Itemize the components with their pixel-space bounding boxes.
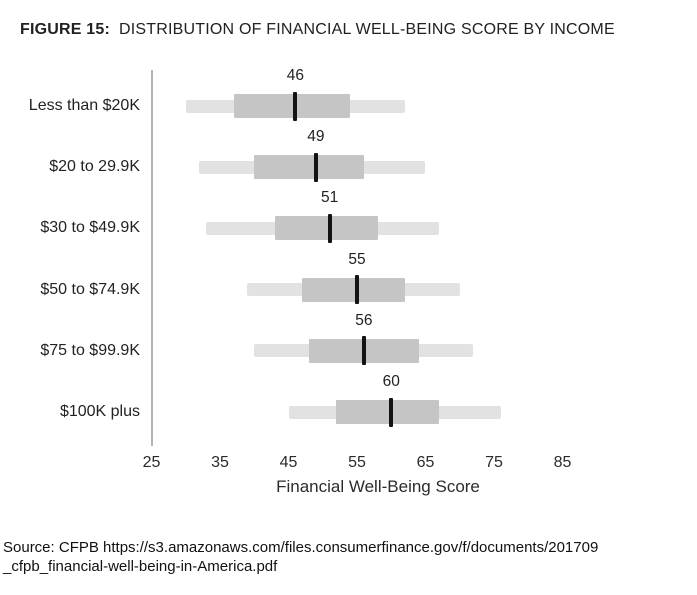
median-value-label: 55 <box>348 250 366 268</box>
category-label: $20 to 29.9K <box>49 158 140 176</box>
median-line <box>355 275 359 305</box>
source-text: Source: CFPB https://s3.amazonaws.com/fi… <box>3 538 693 576</box>
source-line-2: _cfpb_financial-well-being-in-America.pd… <box>3 558 278 575</box>
figure-title-text: DISTRIBUTION OF FINANCIAL WELL-BEING SCO… <box>119 21 615 38</box>
boxplot-chart: Financial Well-Being Score Less than $20… <box>28 67 572 496</box>
category-label: $30 to $49.9K <box>40 219 140 237</box>
x-tick-label: 45 <box>279 454 298 471</box>
x-tick-label: 25 <box>142 454 161 471</box>
category-label: $75 to $99.9K <box>40 341 140 359</box>
source-line-1: Source: CFPB https://s3.amazonaws.com/fi… <box>3 539 599 556</box>
median-line <box>361 336 366 366</box>
x-tick-label: 75 <box>485 454 503 471</box>
interquartile-box <box>302 277 405 302</box>
median-line <box>293 91 298 121</box>
median-line <box>327 213 332 243</box>
median-value-label: 51 <box>320 189 339 207</box>
x-tick-label: 35 <box>211 454 229 471</box>
y-axis-line <box>151 70 153 446</box>
figure-number-label: FIGURE 15: <box>20 21 111 38</box>
interquartile-box <box>254 155 364 180</box>
category-label: $50 to $74.9K <box>40 280 140 298</box>
x-tick-label: 65 <box>416 454 435 471</box>
x-tick-label: 55 <box>348 454 366 471</box>
x-tick-label: 85 <box>553 454 572 471</box>
category-label: Less than $20K <box>28 97 140 114</box>
interquartile-box <box>233 94 351 118</box>
median-value-label: 46 <box>286 67 304 84</box>
interquartile-box <box>336 400 440 424</box>
figure-title: FIGURE 15: DISTRIBUTION OF FINANCIAL WELL… <box>20 21 615 39</box>
median-value-label: 56 <box>355 311 373 329</box>
median-line <box>389 397 394 427</box>
category-label: $100K plus <box>59 403 140 420</box>
median-line <box>313 152 318 182</box>
x-axis-label: Financial Well-Being Score <box>276 477 480 496</box>
interquartile-box <box>274 216 378 241</box>
median-value-label: 49 <box>307 128 325 146</box>
median-value-label: 60 <box>382 373 400 390</box>
